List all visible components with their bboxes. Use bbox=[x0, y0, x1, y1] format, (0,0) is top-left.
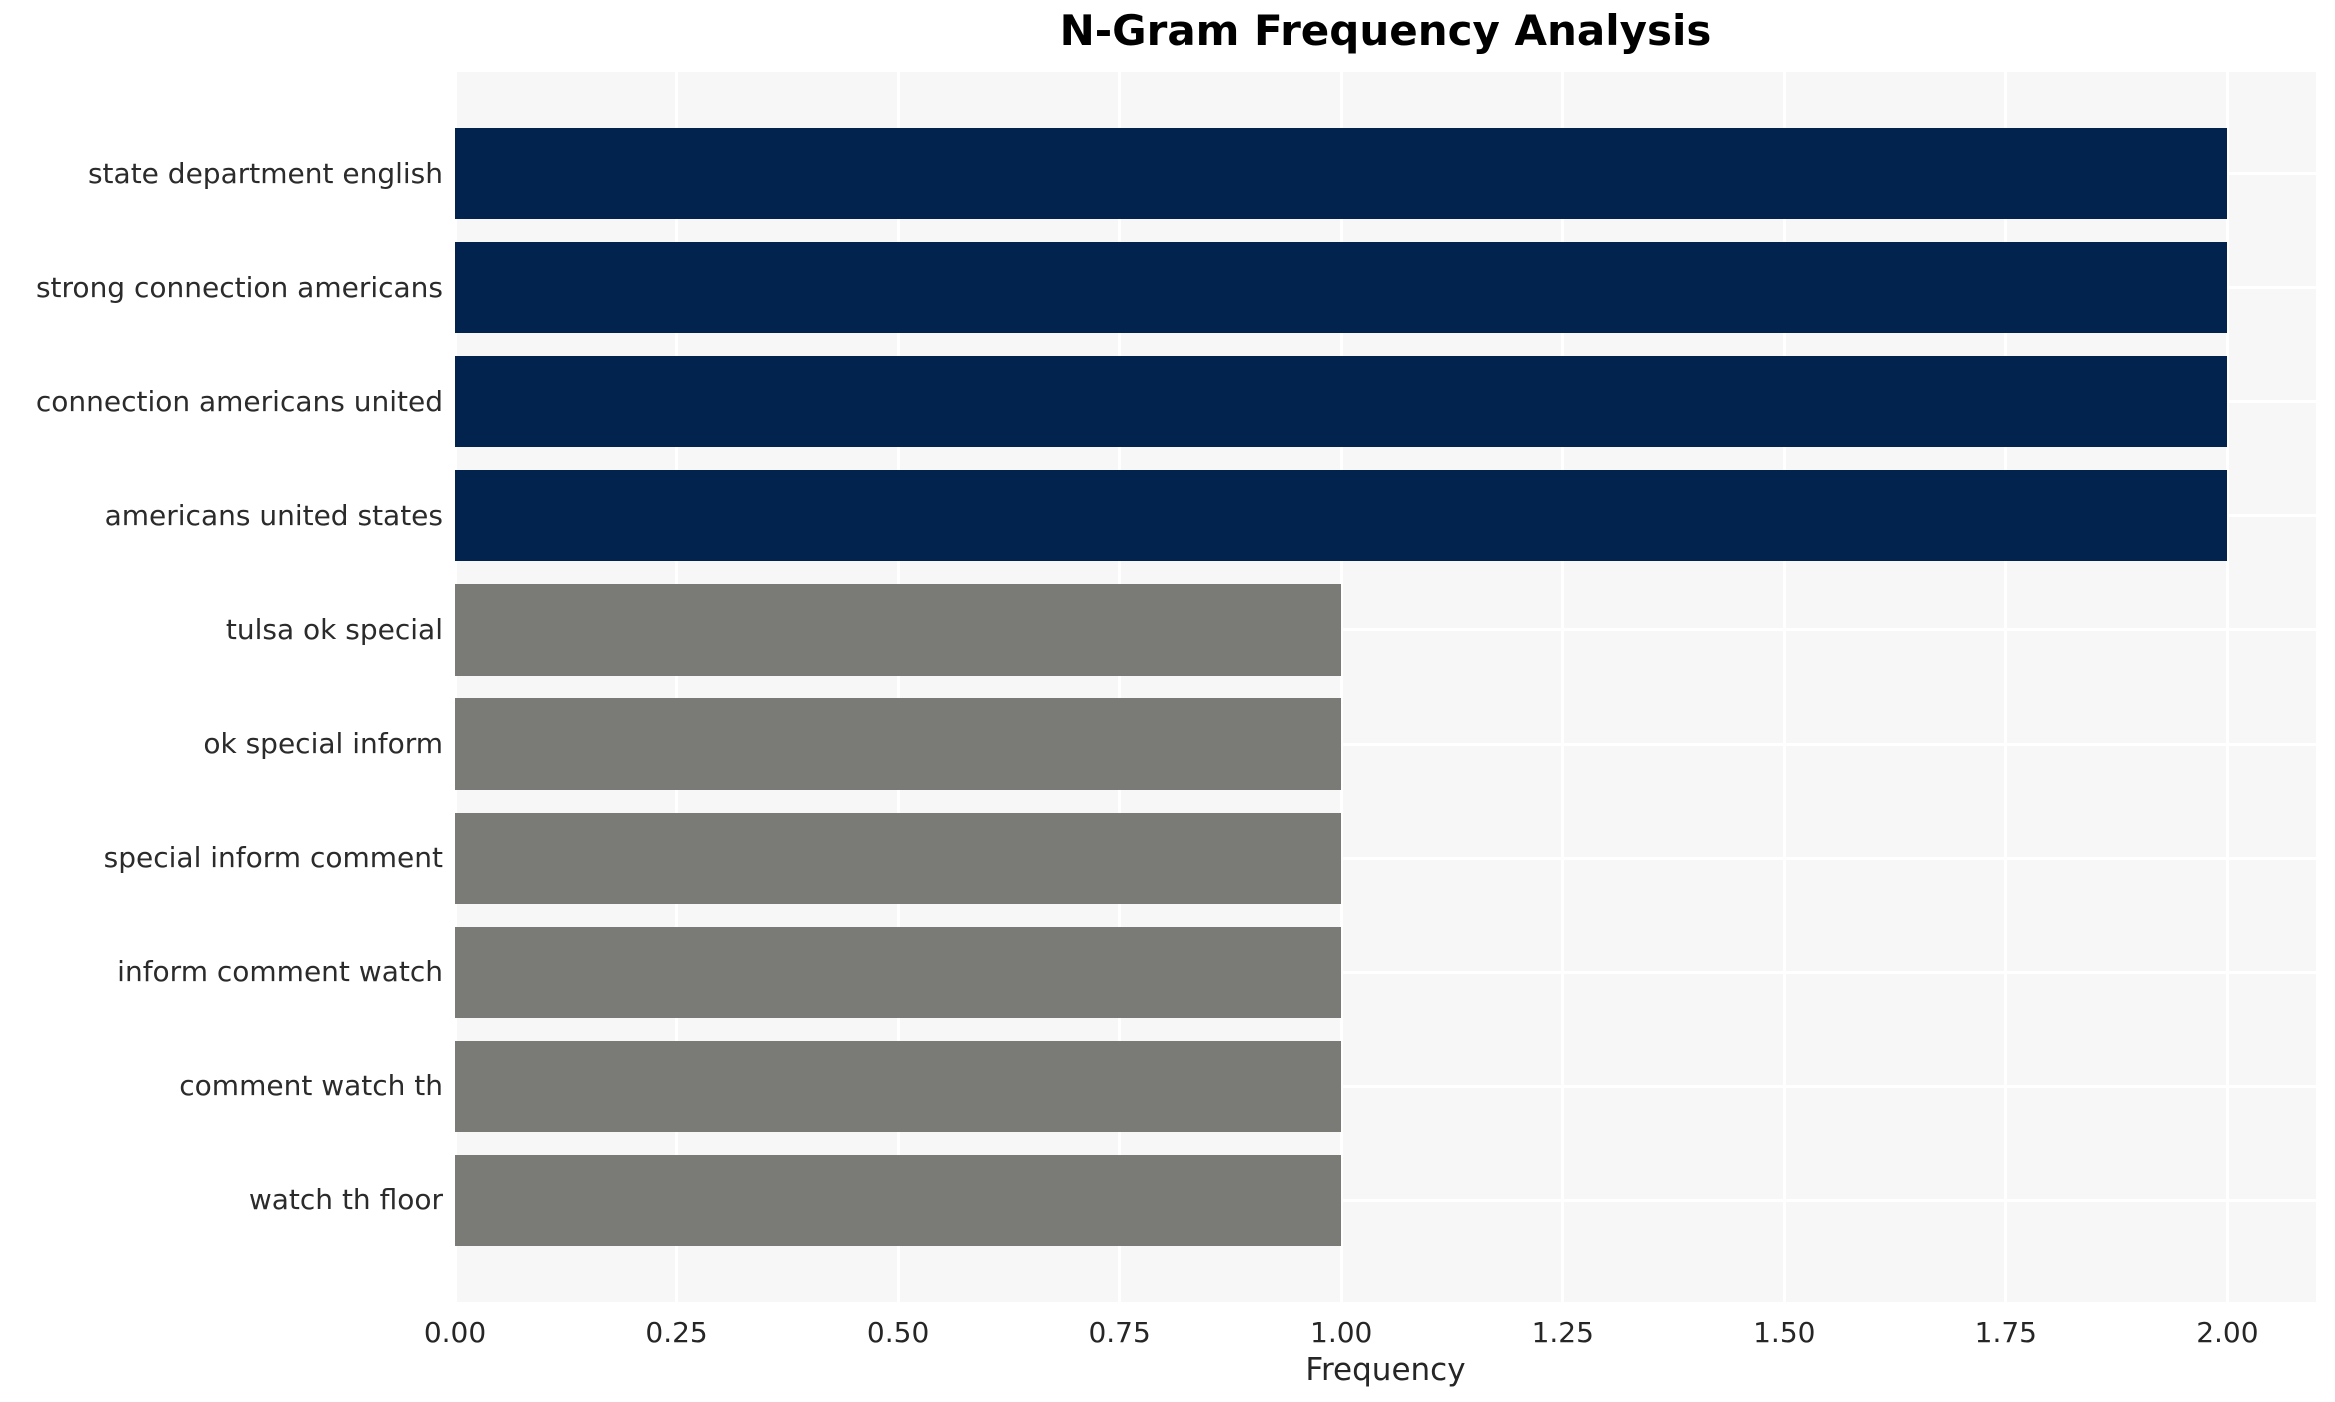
gridline-vertical bbox=[2004, 72, 2008, 1302]
x-tick-label: 1.50 bbox=[1753, 1316, 1816, 1349]
gridline-horizontal bbox=[455, 1198, 2316, 1202]
bar bbox=[455, 127, 2228, 220]
x-tick-label: 1.75 bbox=[1974, 1316, 2037, 1349]
bar bbox=[455, 926, 1342, 1018]
y-tick-label: tulsa ok special bbox=[225, 612, 443, 646]
y-tick-label: state department english bbox=[87, 156, 443, 190]
bar bbox=[455, 242, 2228, 334]
bar bbox=[455, 698, 1342, 790]
x-tick-label: 0.50 bbox=[866, 1316, 930, 1349]
gridline-vertical bbox=[2225, 72, 2229, 1302]
x-axis-title: Frequency bbox=[1305, 1352, 1466, 1388]
x-tick-label: 0.75 bbox=[1088, 1316, 1151, 1349]
gridline-vertical bbox=[1782, 72, 1786, 1302]
gridline-vertical bbox=[453, 72, 457, 1302]
x-tick-label: 2.00 bbox=[2196, 1316, 2259, 1349]
bar bbox=[455, 1154, 1342, 1247]
y-tick-label: watch th floor bbox=[248, 1183, 443, 1217]
bar bbox=[455, 1040, 1342, 1132]
gridline-horizontal bbox=[455, 1084, 2316, 1088]
bar bbox=[455, 470, 2228, 562]
plot-area bbox=[453, 72, 2316, 1302]
x-tick-label: 1.00 bbox=[1310, 1316, 1373, 1349]
gridline-vertical bbox=[1561, 72, 1565, 1302]
gridline-vertical bbox=[1118, 72, 1122, 1302]
bar bbox=[455, 356, 2228, 448]
gridline-horizontal bbox=[455, 970, 2316, 974]
y-tick-label: ok special inform bbox=[203, 727, 443, 761]
gridline-horizontal bbox=[455, 856, 2316, 860]
gridline-vertical bbox=[675, 72, 679, 1302]
x-tick-label: 1.25 bbox=[1531, 1316, 1594, 1349]
y-tick-label: americans united states bbox=[104, 498, 443, 532]
gridline-vertical bbox=[1339, 72, 1343, 1302]
y-tick-label: comment watch th bbox=[179, 1069, 443, 1103]
gridline-horizontal bbox=[455, 742, 2316, 746]
y-tick-label: connection americans united bbox=[35, 384, 443, 418]
gridline-horizontal bbox=[455, 628, 2316, 632]
x-tick-label: 0.25 bbox=[645, 1316, 708, 1349]
chart-title: N-Gram Frequency Analysis bbox=[1059, 6, 1712, 55]
bar bbox=[455, 584, 1342, 676]
x-tick-label: 0.00 bbox=[423, 1316, 487, 1349]
y-tick-label: special inform comment bbox=[103, 841, 443, 875]
bar bbox=[455, 812, 1342, 904]
y-tick-label: inform comment watch bbox=[117, 955, 443, 989]
gridline-vertical bbox=[896, 72, 900, 1302]
y-tick-label: strong connection americans bbox=[35, 270, 443, 304]
